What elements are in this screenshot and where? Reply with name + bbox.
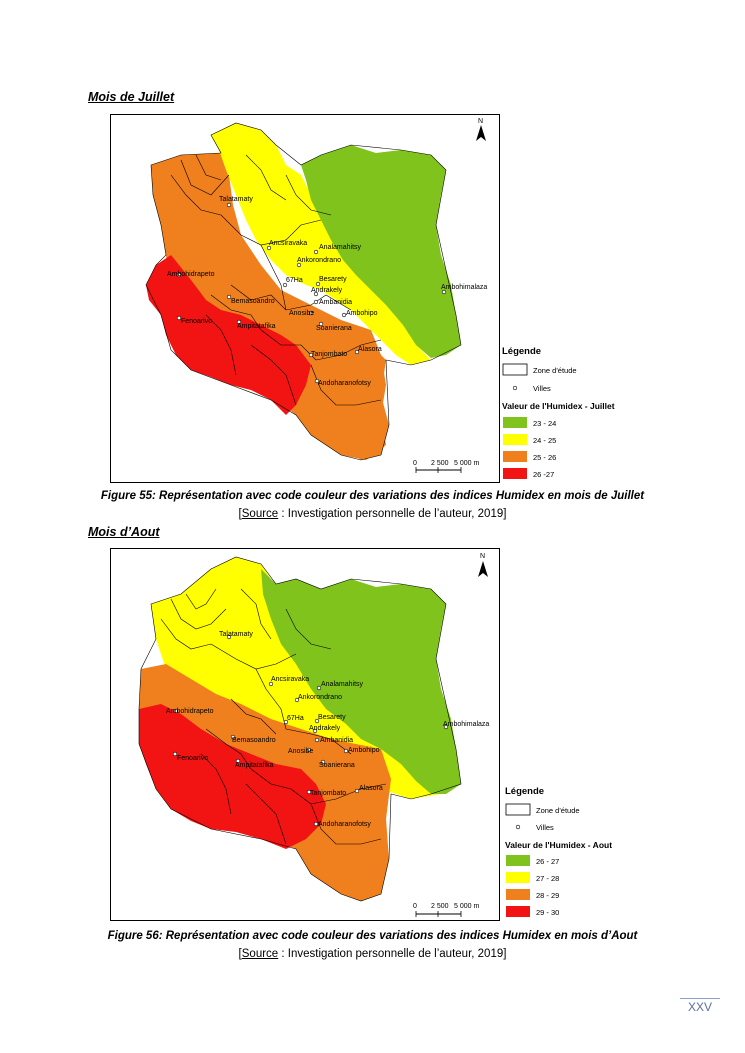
town-label: Alasora [359,785,383,792]
svg-text:27 - 28: 27 - 28 [536,874,559,883]
north-arrow-icon: N [476,118,486,141]
town-label: Ampitatafika [237,323,276,330]
town-label: 67Ha [287,715,304,722]
map-aout-svg: Talatamaty Ancsiravaka Analamahitsy Anko… [138,553,489,917]
town-label: Bemasoandro [232,737,276,744]
zone-red [146,255,311,415]
svg-text:0: 0 [413,903,417,910]
svg-text:29 - 30: 29 - 30 [536,908,559,917]
svg-text:26 -27: 26 -27 [533,470,554,479]
map-juillet: Talatamaty Ancsiravaka Analamahitsy Anko… [110,114,500,483]
town-labels: Talatamaty Ancsiravaka Analamahitsy Anko… [166,631,489,828]
town-label: Tanjombato [310,790,346,797]
town-label: Ankorondrano [297,257,341,264]
town-labels: Talatamaty Ancsiravaka Analamahitsy Anko… [167,196,487,387]
figure-caption-55: Figure 55: Représentation avec code coul… [100,490,645,502]
town-label: 67Ha [286,277,303,284]
town-label: Ambohimalaza [441,284,487,291]
svg-text:Villes: Villes [533,384,551,393]
legend-aout: Légende Zone d'étude Villes Valeur de l'… [505,786,612,917]
svg-text:2 500: 2 500 [431,903,449,910]
page-number-rule [680,998,720,999]
town-label: Analamahitsy [321,681,364,688]
town-label: Andrakely [309,725,341,732]
town-label: Ambanidia [319,299,352,306]
town-label: Soanierana [319,762,355,769]
town-label: Ambohidrapeto [167,271,215,278]
town-label: Anosibe [288,748,313,755]
svg-text:Légende: Légende [502,346,541,357]
figure-caption-56: Figure 56: Représentation avec code coul… [107,930,638,942]
map-juillet-svg: Talatamaty Ancsiravaka Analamahitsy Anko… [145,118,487,473]
town-label: Ambohipo [348,747,380,754]
svg-text:Zone d'étude: Zone d'étude [536,806,580,815]
svg-text:5 000 m: 5 000 m [454,903,479,910]
scale-bar: 0 2 500 5 000 m [413,903,479,917]
town-label: Ancsiravaka [271,676,309,683]
svg-text:25 - 26: 25 - 26 [533,453,556,462]
town-label: Ampitatafika [235,762,274,769]
scale-bar: 0 2 500 5 000 m [413,460,479,473]
legend-juillet: Légende Zone d'étude Villes Valeur de l'… [502,346,615,479]
svg-text:Villes: Villes [536,823,554,832]
town-label: Andoharanofotsy [318,380,371,387]
town-label: Ancsiravaka [269,240,307,247]
map-aout: Talatamaty Ancsiravaka Analamahitsy Anko… [110,548,500,921]
town-label: Andrakely [311,287,343,294]
svg-text:Valeur de l'Humidex - Aout: Valeur de l'Humidex - Aout [505,840,612,850]
heading-aout: Mois d’Aout [88,525,160,539]
town-label: Fenoarivo [177,755,208,762]
town-label: Ambohipo [346,310,378,317]
town-label: Ambanidia [320,737,353,744]
svg-text:0: 0 [413,460,417,467]
town-label: Talatamaty [219,196,253,203]
svg-text:5 000 m: 5 000 m [454,460,479,467]
town-label: Tanjombato [311,351,347,358]
north-arrow-icon: N [478,553,488,577]
svg-text:26 - 27: 26 - 27 [536,857,559,866]
town-label: Besarety [318,714,346,721]
svg-text:2 500: 2 500 [431,460,449,467]
svg-text:N: N [480,553,485,560]
town-label: Bemasoandro [231,298,275,305]
svg-text:23 - 24: 23 - 24 [533,419,556,428]
town-label: Soanierana [316,325,352,332]
town-label: Alasora [358,346,382,353]
zone-green [301,145,461,358]
page-number: XXV [687,1000,712,1014]
svg-text:Zone d'étude: Zone d'étude [533,366,577,375]
svg-text:24 - 25: 24 - 25 [533,436,556,445]
town-label: Talatamaty [219,631,253,638]
town-label: Ankorondrano [298,694,342,701]
town-label: Analamahitsy [319,244,362,251]
town-label: Andoharanofotsy [318,821,371,828]
town-label: Besarety [319,276,347,283]
source-line-55: [Source : Investigation personnelle de l… [238,508,507,520]
town-label: Ambohimalaza [443,721,489,728]
svg-text:28 - 29: 28 - 29 [536,891,559,900]
source-line-56: [Source : Investigation personnelle de l… [238,948,507,960]
svg-text:N: N [478,118,483,125]
town-label: Fenoarivo [181,318,212,325]
svg-text:Valeur de l'Humidex - Juillet: Valeur de l'Humidex - Juillet [502,401,615,411]
town-label: Ambohidrapeto [166,708,214,715]
heading-juillet: Mois de Juillet [88,90,175,104]
svg-text:Légende: Légende [505,786,544,797]
town-label: Anosibe [289,310,314,317]
zone-yellow [211,123,431,365]
